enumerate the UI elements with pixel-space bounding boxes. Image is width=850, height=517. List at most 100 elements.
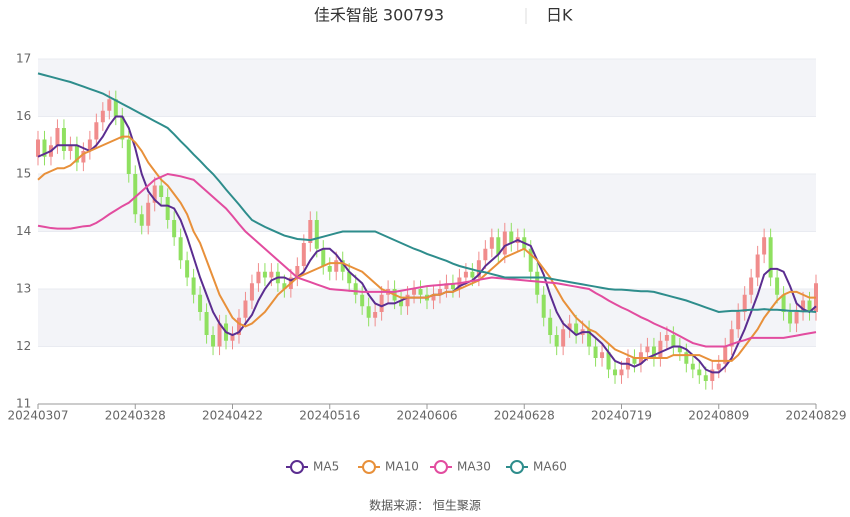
candle-body bbox=[801, 300, 806, 312]
legend-item[interactable]: MA5 bbox=[286, 460, 339, 474]
candle-body bbox=[113, 99, 118, 117]
candle-body bbox=[775, 277, 780, 295]
candle-body bbox=[347, 271, 352, 284]
x-tick-label: 20240829 bbox=[785, 409, 846, 423]
source: 数据来源： 恒生聚源 bbox=[369, 498, 481, 513]
candle-body bbox=[535, 271, 540, 295]
candle-body bbox=[548, 317, 553, 335]
candle-body bbox=[314, 220, 319, 249]
candle-body bbox=[139, 214, 144, 226]
candle-body bbox=[502, 231, 507, 255]
candle-body bbox=[729, 329, 734, 347]
legend-item[interactable]: MA30 bbox=[430, 460, 491, 474]
candle-body bbox=[781, 294, 786, 312]
y-tick-label: 12 bbox=[16, 339, 31, 353]
candle-body bbox=[587, 329, 592, 347]
candle-body bbox=[807, 300, 812, 312]
candle-body bbox=[373, 312, 378, 318]
legend-label: MA30 bbox=[457, 460, 491, 474]
candle-body bbox=[762, 237, 767, 255]
legend-label: MA10 bbox=[385, 460, 419, 474]
candle-body bbox=[619, 369, 624, 376]
candle-body bbox=[651, 346, 656, 358]
candle-body bbox=[379, 294, 384, 312]
candle-body bbox=[483, 248, 488, 261]
candle-body bbox=[541, 294, 546, 318]
x-tick-label: 20240809 bbox=[688, 409, 749, 423]
y-tick-label: 16 bbox=[16, 109, 31, 123]
candle-body bbox=[690, 363, 695, 370]
candle-body bbox=[146, 202, 151, 226]
candle-body bbox=[755, 254, 760, 278]
candle-body bbox=[360, 294, 365, 307]
candle-body bbox=[431, 294, 436, 301]
candle-body bbox=[574, 323, 579, 335]
candle-body bbox=[528, 248, 533, 272]
candle-body bbox=[476, 260, 481, 278]
y-tick-label: 13 bbox=[16, 282, 31, 296]
candle-body bbox=[191, 277, 196, 295]
candle-body bbox=[68, 145, 73, 151]
legend-marker bbox=[510, 460, 524, 474]
legend-marker bbox=[434, 460, 448, 474]
legend-marker bbox=[290, 460, 304, 474]
candle-body bbox=[55, 128, 60, 146]
candle-body bbox=[159, 185, 164, 197]
ma-line bbox=[37, 172, 817, 348]
candle-body bbox=[217, 323, 222, 347]
candle-body bbox=[230, 335, 235, 341]
candle-body bbox=[489, 237, 494, 249]
candle-body bbox=[61, 128, 66, 151]
candle-body bbox=[126, 139, 131, 174]
legend-item[interactable]: MA60 bbox=[506, 460, 567, 474]
candle-body bbox=[295, 266, 300, 278]
period: 日K bbox=[546, 6, 573, 25]
candle-body bbox=[671, 335, 676, 347]
candle-body bbox=[42, 139, 47, 157]
candle-body bbox=[632, 358, 637, 364]
candle-body bbox=[684, 352, 689, 364]
candle-body bbox=[450, 283, 455, 289]
candle-body bbox=[211, 335, 216, 347]
candle-body bbox=[243, 300, 248, 318]
legend-label: MA5 bbox=[313, 460, 339, 474]
candle-body bbox=[198, 294, 203, 312]
legend-marker bbox=[362, 460, 376, 474]
legend-item[interactable]: MA10 bbox=[358, 460, 419, 474]
candle-body bbox=[677, 346, 682, 353]
candle-body bbox=[107, 99, 112, 111]
candle-body bbox=[165, 197, 170, 220]
legend-label: MA60 bbox=[533, 460, 567, 474]
candle-body bbox=[437, 289, 442, 295]
candle-body bbox=[645, 346, 650, 353]
candle-body bbox=[703, 375, 708, 381]
candle-body bbox=[94, 122, 99, 140]
candle-body bbox=[509, 231, 514, 243]
candle-body bbox=[282, 283, 287, 289]
candle-body bbox=[152, 185, 157, 203]
candle-body bbox=[658, 340, 663, 358]
y-tick-label: 14 bbox=[16, 224, 31, 238]
candle-body bbox=[606, 352, 611, 370]
candle-body bbox=[463, 271, 468, 278]
candle-body bbox=[794, 312, 799, 324]
candle-body bbox=[81, 151, 86, 163]
candle-body bbox=[496, 237, 501, 255]
candle-body bbox=[327, 266, 332, 272]
candle-body bbox=[723, 346, 728, 364]
candle-body bbox=[133, 174, 138, 215]
candle-body bbox=[87, 139, 92, 151]
candle-body bbox=[593, 346, 598, 358]
candle-body bbox=[567, 323, 572, 330]
candle-body bbox=[613, 369, 618, 376]
candle-body bbox=[716, 363, 721, 370]
candle-body bbox=[74, 145, 79, 163]
candle-body bbox=[236, 317, 241, 335]
candle-body bbox=[742, 294, 747, 312]
candle-body bbox=[334, 260, 339, 272]
candle-body bbox=[301, 243, 306, 266]
candle-body bbox=[600, 352, 605, 358]
candle-body bbox=[710, 369, 715, 381]
candle-body bbox=[788, 312, 793, 324]
